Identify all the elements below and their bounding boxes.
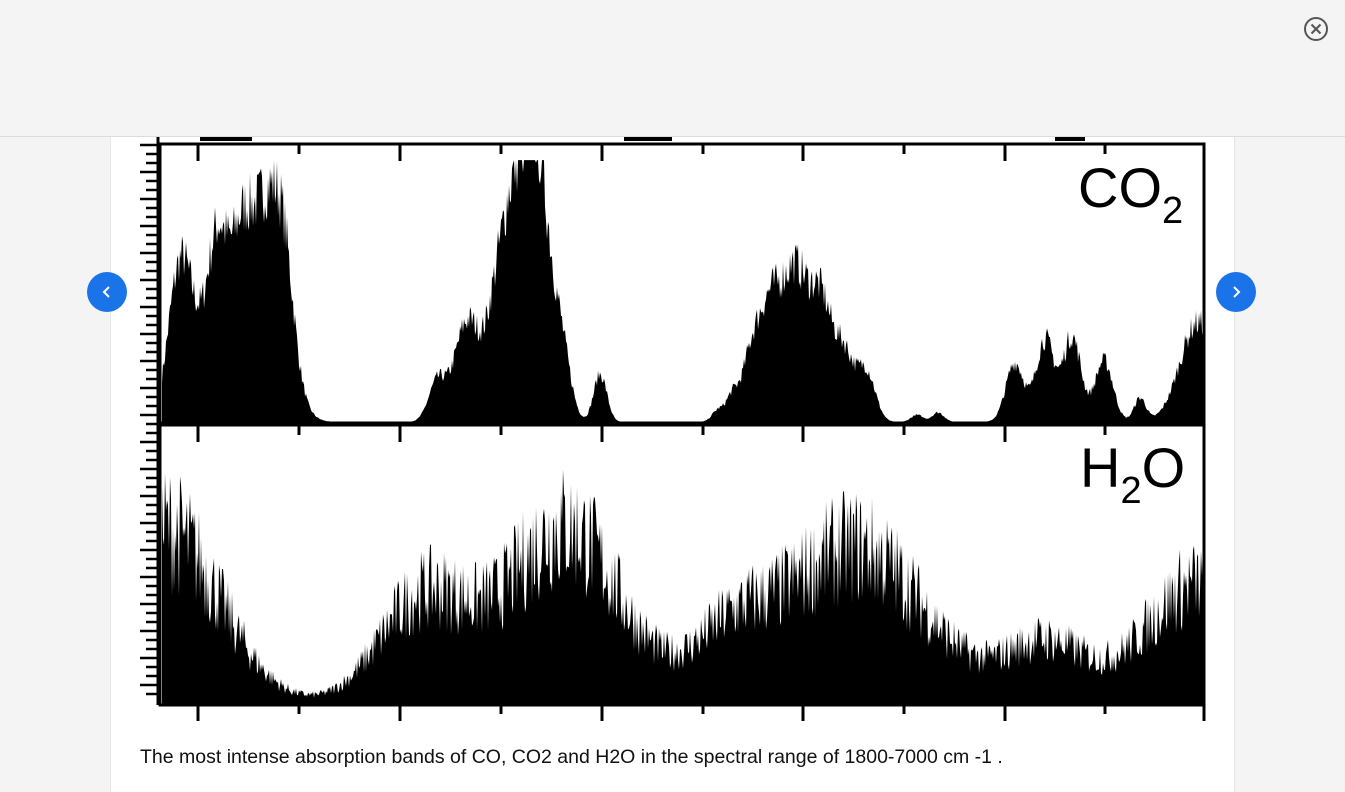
spectrum-figure: CO2 H2O <box>140 137 1206 722</box>
viewer-top-bar <box>0 0 1345 137</box>
left-axis-ticks <box>140 137 160 705</box>
chevron-left-icon <box>102 286 110 298</box>
next-image-button[interactable] <box>1216 272 1256 312</box>
co2-spectrum <box>162 160 1203 422</box>
h2o-spectrum <box>162 469 1203 704</box>
spectrum-image: CO2 H2O <box>140 137 1206 721</box>
co2-panel: CO2 <box>158 142 1206 425</box>
chevron-right-icon <box>1233 286 1241 298</box>
previous-image-button[interactable] <box>87 272 127 312</box>
co2-label: CO2 <box>1078 156 1183 232</box>
close-button[interactable] <box>1303 16 1329 42</box>
h2o-label: H2O <box>1080 436 1185 512</box>
h2o-panel: H2O <box>158 423 1206 707</box>
close-circle-icon <box>1304 17 1328 41</box>
figure-caption: The most intense absorption bands of CO,… <box>140 746 1003 768</box>
